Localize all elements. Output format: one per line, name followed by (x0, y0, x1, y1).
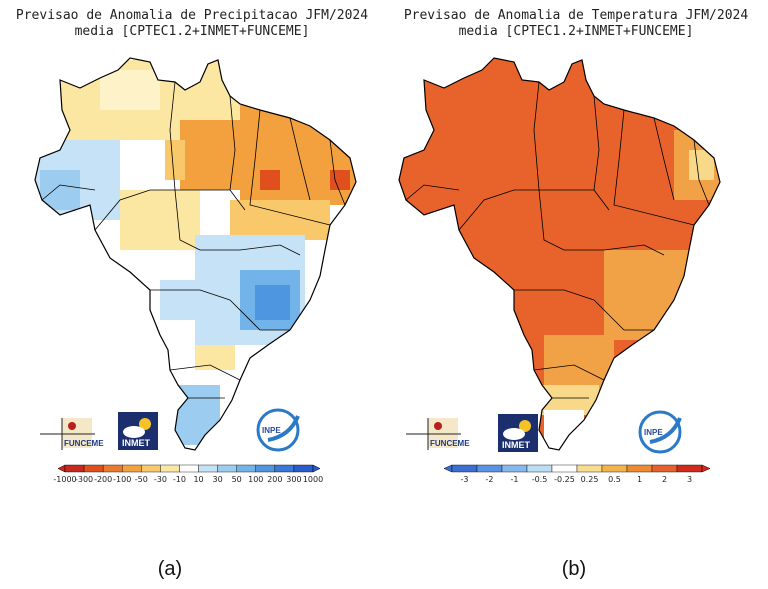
temperature-title-line1: Previsao de Anomalia de Temperatura JFM/… (403, 8, 749, 23)
funceme-logo: FUNCEME (40, 418, 104, 450)
colorbar-segment (179, 464, 199, 473)
colorbar-tick-label: -3 (461, 475, 469, 484)
precipitation-title-line1: Previsao de Anomalia de Precipitacao JFM… (15, 8, 369, 23)
inpe-logo-text: INPE (262, 426, 281, 435)
colorbar-tick-label: 3 (687, 475, 692, 484)
colorbar-segment (217, 464, 237, 473)
colorbar-tick-label: 100 (248, 475, 263, 484)
colorbar-tick-label: -1 (511, 475, 519, 484)
funceme-logo-text: FUNCEME (64, 439, 104, 448)
colorbar-segment (198, 464, 218, 473)
colorbar-segment (451, 464, 478, 473)
colorbar-segment (526, 464, 553, 473)
temp-southeast-warm (604, 250, 694, 340)
colorbar-tick-label: -2 (486, 475, 494, 484)
temperature-map: FUNCEME INMET INPE -3 -2 -1 -0.5 -0.25 0.25 0.… (398, 57, 721, 484)
temperature-colorbar: -3 -2 -1 -0.5 -0.25 0.25 0.5 1 2 3 (443, 464, 711, 484)
colorbar-tick-label: -300 (75, 475, 93, 484)
colorbar-segment (676, 464, 703, 473)
inpe-logo-text-b: INPE (644, 428, 663, 437)
funceme-logo-text-b: FUNCEME (430, 439, 470, 448)
state-borders-a (41, 81, 346, 399)
colorbar-segment (293, 464, 314, 473)
precipitation-map: FUNCEME INMET INPE -1000-300 -200 -100 -50-… (34, 57, 357, 484)
colorbar-tick-label: -30 (154, 475, 167, 484)
colorbar-tick-label: 1000 (303, 475, 323, 484)
precipitation-panel: Previsao de Anomalia de Precipitacao JFM… (0, 8, 384, 580)
inmet-logo: INMET (118, 412, 158, 450)
precipitation-caption: (a) (157, 558, 183, 580)
colorbar-tick-label: 2 (662, 475, 667, 484)
colorbar-arrow-right (312, 464, 321, 473)
temperature-panel: Previsao de Anomalia de Temperatura JFM/… (384, 0, 768, 589)
colorbar-tick-label: -1000 (53, 475, 76, 484)
precip-pa-dry (180, 120, 240, 190)
colorbar-segment (255, 464, 276, 473)
colorbar-tick-label: 0.25 (581, 475, 599, 484)
inmet-logo-b: INMET (498, 414, 538, 452)
colorbar-segment (122, 464, 142, 473)
colorbar-tick-label: -50 (135, 475, 148, 484)
colorbar-segment (626, 464, 653, 473)
colorbar-tick-label: 0.5 (608, 475, 621, 484)
inmet-logo-text: INMET (122, 438, 151, 448)
colorbar-arrow-left (57, 464, 66, 473)
precipitation-colorbar: -1000-300 -200 -100 -50 -30 -10 10 30 50 100 200 30… (53, 464, 323, 484)
colorbar-segment (141, 464, 161, 473)
state-borders-b (405, 81, 710, 399)
colorbar-segment (102, 464, 123, 473)
temperature-caption: (b) (561, 558, 587, 580)
colorbar-segment (601, 464, 628, 473)
colorbar-segment (476, 464, 503, 473)
colorbar-segment (651, 464, 678, 473)
colorbar-segment (83, 464, 104, 473)
inmet-logo-text-b: INMET (502, 440, 531, 450)
inpe-logo-b: INPE (638, 410, 682, 454)
colorbar-segment (576, 464, 603, 473)
colorbar-segment (64, 464, 85, 473)
colorbar-tick-label: 30 (213, 475, 223, 484)
colorbar-tick-label: 200 (267, 475, 282, 484)
colorbar-segment (501, 464, 528, 473)
temperature-title-line2: media [CPTEC1.2+INMET+FUNCEME] (458, 24, 694, 39)
funceme-logo-b: FUNCEME (406, 418, 470, 450)
colorbar-tick-label: 1 (637, 475, 642, 484)
colorbar-segment (160, 464, 180, 473)
colorbar-segment (236, 464, 256, 473)
colorbar-segment (274, 464, 295, 473)
colorbar-arrow-right (701, 464, 711, 473)
colorbar-tick-label: -0.25 (554, 475, 575, 484)
temperature-title: Previsao de Anomalia de Temperatura JFM/… (384, 8, 768, 40)
colorbar-tick-label: -10 (173, 475, 186, 484)
inpe-logo: INPE (256, 408, 300, 452)
colorbar-segment (551, 464, 578, 473)
colorbar-tick-label: -200 (94, 475, 112, 484)
precipitation-title-line2: media [CPTEC1.2+INMET+FUNCEME] (74, 24, 310, 39)
colorbar-tick-label: 10 (193, 475, 203, 484)
colorbar-tick-label: 50 (232, 475, 242, 484)
colorbar-tick-label: -100 (113, 475, 131, 484)
precipitation-title: Previsao de Anomalia de Precipitacao JFM… (0, 8, 384, 40)
colorbar-tick-label: -0.5 (532, 475, 548, 484)
colorbar-arrow-left (443, 464, 453, 473)
colorbar-tick-label: 300 (286, 475, 301, 484)
